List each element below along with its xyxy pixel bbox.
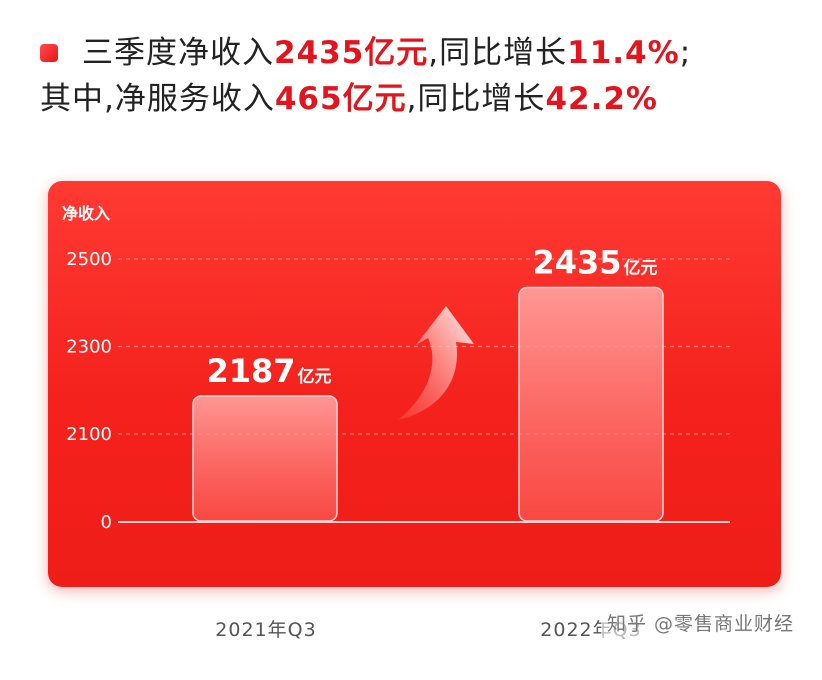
y-tick-label: 2300: [66, 337, 112, 358]
y-tick-label: 2100: [66, 424, 112, 445]
headline-line-2: 其中,净服务收入 465亿元 ,同比增长 42.2%: [40, 76, 810, 122]
x-tick-label: 2021年Q3: [215, 619, 317, 641]
headline-text: 三季度净收入: [82, 35, 274, 71]
headline-line-1: 三季度净收入 2435亿元 ,同比增长 11.4% ;: [40, 30, 810, 76]
trend-up-arrow-icon: [398, 306, 474, 420]
bar-value-label: 2187 亿元: [206, 352, 331, 390]
service-growth-value: 42.2%: [545, 81, 658, 117]
headline-text: ,同比增长: [406, 81, 546, 117]
bar-value-label: 2435 亿元: [532, 243, 657, 281]
y-axis-label: 净收入: [62, 204, 110, 223]
headline-text: ,同比增长: [428, 35, 568, 71]
y-tick-label: 0: [101, 512, 112, 533]
net-revenue-value: 2435亿元: [274, 35, 429, 71]
y-tick-label: 2500: [66, 249, 112, 270]
headline: 三季度净收入 2435亿元 ,同比增长 11.4% ; 其中,净服务收入 465…: [40, 30, 810, 122]
bullet-icon: [40, 44, 58, 62]
yoy-growth-value: 11.4%: [567, 35, 680, 71]
headline-text: ;: [679, 35, 692, 71]
bar: [518, 286, 664, 522]
bar: [192, 395, 338, 522]
service-revenue-value: 465亿元: [274, 81, 407, 117]
headline-text: 其中,净服务收入: [40, 81, 275, 117]
watermark: 知乎 @零售商业财经: [600, 607, 800, 638]
